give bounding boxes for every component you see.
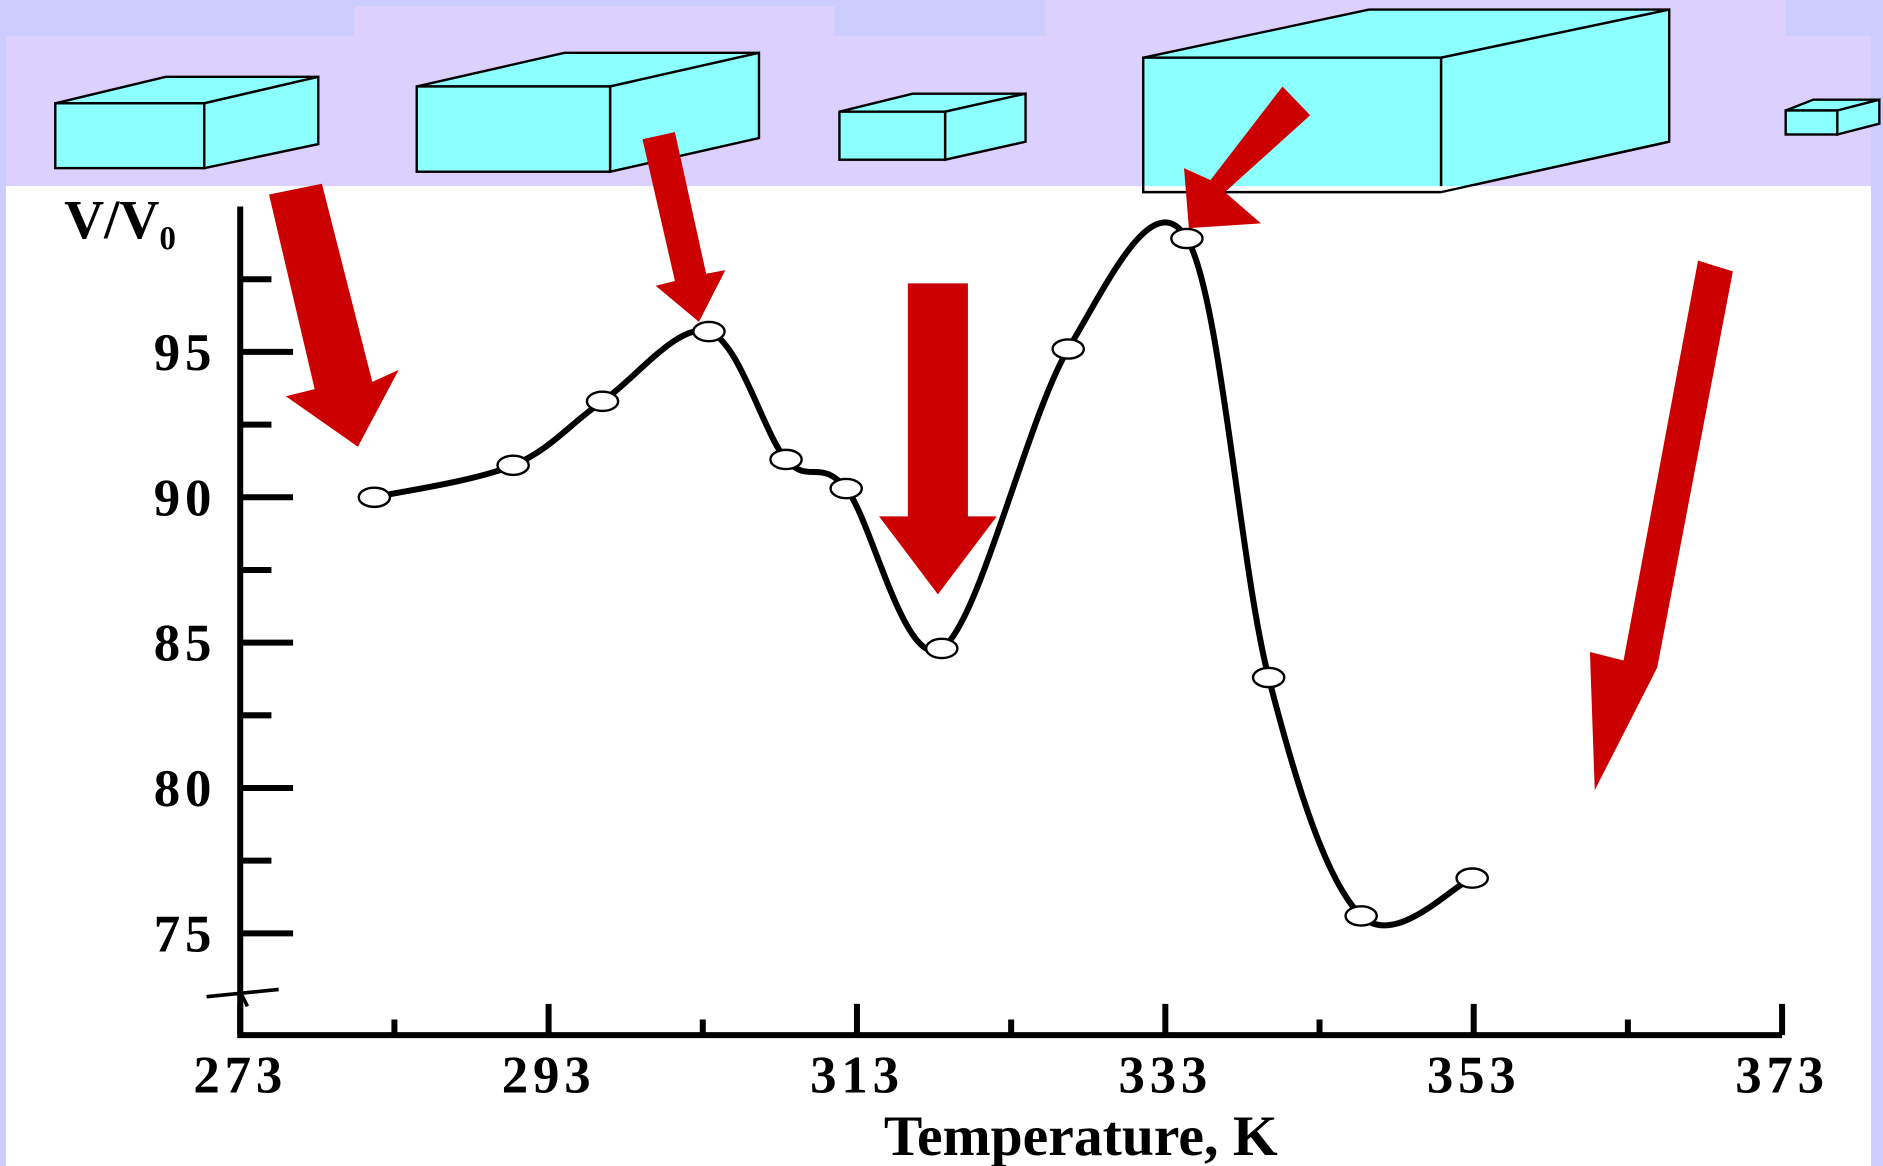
x-tick-label: 333 bbox=[1119, 1047, 1213, 1105]
boxes bbox=[54, 8, 1881, 194]
x-tick-label: 293 bbox=[502, 1047, 596, 1105]
x-axis-label: Temperature, K bbox=[884, 1105, 1278, 1166]
point bbox=[769, 448, 803, 471]
top-band bbox=[354, 6, 835, 43]
x-tick-label: 313 bbox=[810, 1047, 904, 1105]
point bbox=[1344, 905, 1378, 927]
point bbox=[585, 390, 620, 413]
x-tick-label: 373 bbox=[1735, 1047, 1829, 1105]
point bbox=[924, 637, 959, 660]
y-tick-label: 75 bbox=[154, 905, 216, 963]
x-tick-label: 273 bbox=[193, 1047, 287, 1105]
arrows bbox=[269, 86, 1733, 791]
y-axis-label: V/V₀ bbox=[64, 189, 176, 250]
point bbox=[1170, 227, 1204, 250]
y-tick-label: 85 bbox=[154, 615, 216, 673]
y-tick-label: 90 bbox=[154, 469, 216, 527]
point bbox=[692, 320, 726, 343]
point bbox=[1455, 867, 1489, 889]
line bbox=[373, 219, 1474, 929]
axis-break bbox=[206, 987, 279, 1008]
point bbox=[1051, 338, 1086, 360]
point bbox=[496, 454, 530, 477]
y-tick-label: 80 bbox=[154, 760, 216, 818]
point bbox=[829, 477, 863, 500]
box-edge bbox=[1142, 140, 1670, 194]
y-tick-label: 95 bbox=[154, 324, 216, 382]
x-tick-label: 353 bbox=[1427, 1047, 1521, 1105]
point bbox=[357, 486, 392, 509]
point bbox=[1251, 666, 1286, 689]
